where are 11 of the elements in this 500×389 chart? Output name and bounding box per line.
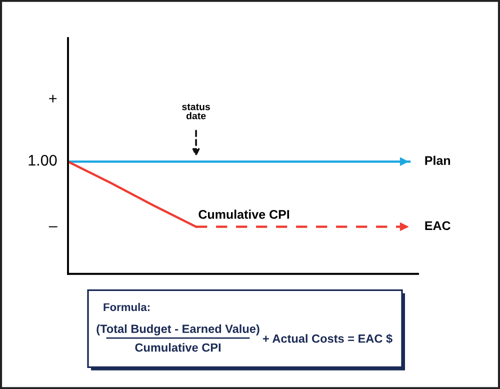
text: 1.00 <box>28 154 57 166</box>
text: Formula: <box>104 302 150 312</box>
text: Cumulative CPI <box>135 343 221 352</box>
text: – <box>48 226 58 228</box>
text: (Total Budget - Earned Value) <box>96 324 260 336</box>
series-label: Cumulative CPI <box>198 210 290 219</box>
series-label: Plan <box>425 156 450 165</box>
text: + <box>49 94 57 102</box>
series-label: EAC <box>425 221 450 230</box>
text: + Actual Costs = EAC $ <box>262 334 392 344</box>
text: status date <box>182 104 210 120</box>
